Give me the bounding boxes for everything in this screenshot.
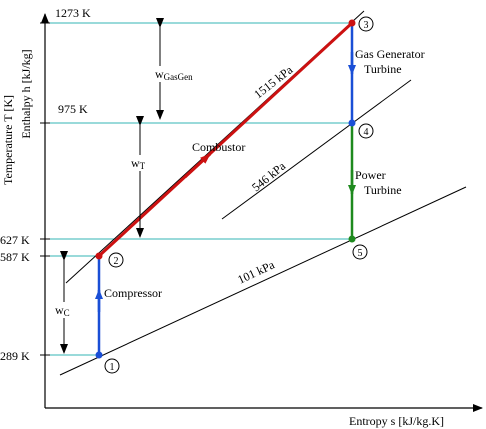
isobar-546-label: 546 kPa (249, 158, 289, 194)
state-number-4: 4 (364, 127, 369, 138)
temp-label-587: 587 K (0, 250, 30, 264)
w-gasgen-sub: GasGen (164, 72, 193, 82)
w-c-main: w (55, 303, 64, 317)
state-point-4 (348, 119, 356, 127)
state-point-2 (95, 252, 103, 260)
power-turbine-label-1: Power (355, 168, 386, 182)
state-number-3: 3 (364, 20, 369, 31)
state-badge-2: 2 (108, 252, 124, 268)
temp-label-1273: 1273 K (55, 6, 91, 20)
x-axis-label: Entropy s [kJ/kg.K] (349, 414, 444, 428)
power-turbine-label-2: Turbine (364, 183, 402, 197)
w-t-label: wT (131, 156, 146, 171)
gasgen-turbine-label-2: Turbine (364, 62, 402, 76)
temp-label-627: 627 K (0, 233, 30, 247)
combustor-arrow (183, 152, 212, 179)
state-badge-5: 5 (352, 244, 368, 260)
w-t-main: w (131, 156, 140, 170)
state-badge-4: 4 (358, 123, 374, 139)
w-gasgen-main: w (155, 67, 164, 81)
y-axis-label-enthalpy: Enthalpy h [kJ/kg] (19, 49, 33, 138)
state-point-3 (348, 19, 356, 27)
state-number-2: 2 (114, 256, 119, 267)
combustor-label: Combustor (192, 140, 245, 154)
isobar-101-label: 101 kPa (235, 257, 277, 286)
state-badge-3: 3 (358, 16, 374, 32)
temp-label-975: 975 K (58, 102, 88, 116)
gasgen-turbine-label-1: Gas Generator (355, 47, 425, 61)
state-number-5: 5 (358, 248, 363, 259)
y-axis-label-temperature: Temperature T [K] (1, 95, 15, 185)
w-c-label: wC (55, 303, 70, 318)
temp-label-289: 289 K (0, 349, 30, 363)
state-point-5 (348, 235, 356, 243)
w-gasgen-label: wGasGen (155, 67, 193, 82)
isobar-101-line (59, 186, 467, 376)
state-number-1: 1 (110, 362, 115, 373)
state-point-1 (95, 351, 103, 359)
w-c-sub: C (64, 308, 70, 318)
isobar-546-line (221, 79, 412, 220)
w-t-sub: T (140, 161, 146, 171)
state-badge-1: 1 (104, 358, 120, 374)
compressor-label: Compressor (104, 286, 162, 300)
